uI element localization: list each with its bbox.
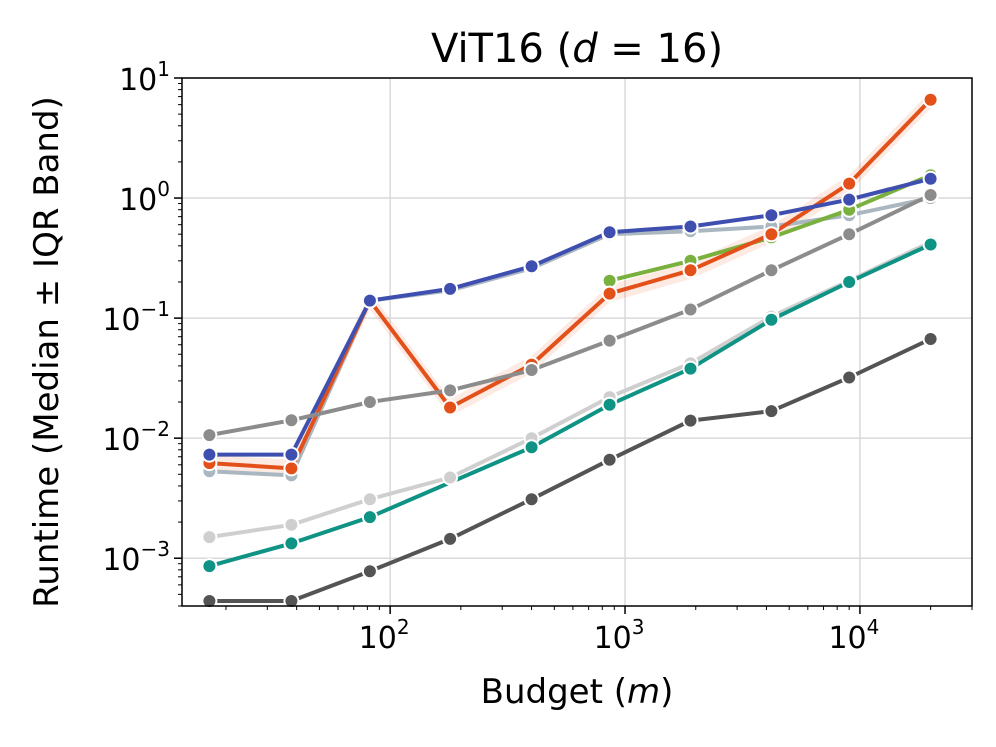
series-line-7 [207, 337, 933, 603]
data-point [442, 280, 459, 297]
x-tick-label: 102 [359, 615, 410, 656]
data-point [601, 451, 618, 468]
data-point [283, 412, 300, 429]
data-point [523, 258, 540, 275]
data-point [361, 563, 378, 580]
data-point [523, 362, 540, 378]
data-point [922, 187, 939, 203]
data-point [523, 491, 540, 508]
data-point [922, 236, 939, 253]
title-variable: d [572, 26, 598, 72]
data-point [361, 394, 378, 410]
data-point [922, 91, 939, 108]
y-tick-label: 10−3 [102, 537, 170, 578]
data-point [601, 396, 618, 413]
data-point [361, 491, 378, 508]
data-point [682, 412, 699, 429]
data-point [442, 399, 459, 416]
y-tick-label: 101 [119, 57, 170, 98]
y-tick-label: 100 [119, 177, 170, 218]
data-point [922, 170, 939, 187]
series-lines [207, 97, 933, 603]
data-point [201, 593, 218, 609]
x-tick-label: 104 [828, 615, 879, 656]
data-point [601, 332, 618, 349]
data-point [201, 427, 218, 444]
data-point [283, 460, 300, 477]
data-point [841, 175, 858, 192]
data-point [283, 516, 300, 533]
plot-frame [181, 77, 973, 607]
data-point [841, 226, 858, 243]
data-point [283, 593, 300, 609]
data-point [763, 403, 780, 420]
data-point [682, 301, 699, 318]
data-point [201, 446, 218, 463]
series-line-3 [207, 176, 933, 457]
data-point [682, 218, 699, 235]
data-point [682, 360, 699, 377]
data-point [201, 529, 218, 546]
y-tick-label: 10−1 [102, 297, 170, 338]
data-point [763, 207, 780, 224]
data-point [763, 311, 780, 328]
series-line-4 [207, 193, 933, 438]
data-point [922, 331, 939, 347]
data-point [201, 558, 218, 575]
chart-title: ViT16 (d = 16) [431, 26, 723, 72]
data-point [763, 262, 780, 279]
y-tick-label: 10−2 [102, 417, 170, 458]
data-point [763, 226, 780, 243]
data-point [283, 535, 300, 552]
grid [182, 77, 972, 606]
series-points [201, 91, 939, 609]
data-point [442, 469, 459, 486]
x-axis-variable: m [627, 672, 660, 712]
data-point [523, 439, 540, 456]
data-point [283, 446, 300, 463]
axis-ticks: 102 103 104 10−3 10−2 10−1 100 101 [102, 57, 973, 656]
data-point [361, 509, 378, 526]
data-point [601, 224, 618, 241]
data-point [682, 262, 699, 279]
data-point [841, 274, 858, 290]
data-point [442, 530, 459, 547]
x-axis-label: Budget (m) [481, 672, 674, 712]
data-point [841, 369, 858, 386]
data-point [841, 191, 858, 208]
data-point [442, 382, 459, 399]
data-point [601, 285, 618, 302]
y-axis-label: Runtime (Median ± IQR Band) [27, 96, 67, 608]
x-tick-label: 103 [594, 615, 645, 656]
data-point [361, 292, 378, 309]
